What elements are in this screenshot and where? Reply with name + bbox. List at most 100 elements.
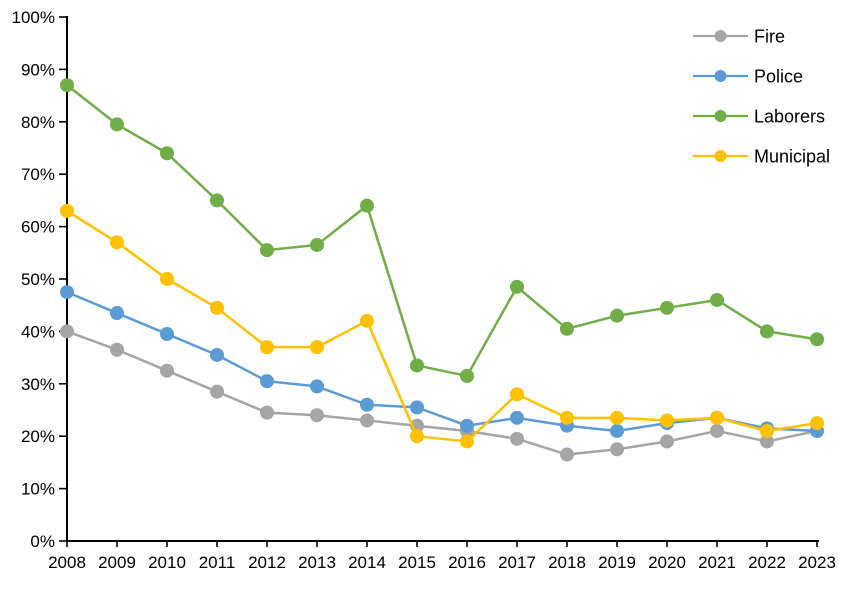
data-point-laborers-2010 [160,146,174,161]
y-axis-tick-label: 60% [21,218,55,237]
legend-item-police: Police [693,67,803,87]
data-point-fire-2018 [560,447,574,462]
data-point-police-2015 [410,400,424,415]
data-point-fire-2019 [610,442,624,457]
data-point-municipal-2019 [610,410,624,425]
data-point-laborers-2018 [560,321,574,336]
y-axis-tick-label: 50% [21,270,55,289]
data-point-municipal-2015 [410,429,424,444]
x-axis-tick-label: 2017 [498,553,536,572]
x-axis-tick-label: 2021 [698,553,736,572]
data-point-fire-2009 [110,342,124,357]
data-point-fire-2014 [360,413,374,428]
x-axis-tick-label: 2013 [298,553,336,572]
y-axis-tick-label: 20% [21,427,55,446]
data-point-municipal-2022 [760,423,774,438]
x-axis-tick-label: 2014 [348,553,386,572]
series-fire [60,324,824,462]
data-point-laborers-2009 [110,117,124,132]
legend-label-police: Police [754,67,803,87]
data-point-laborers-2014 [360,198,374,213]
x-axis-tick-label: 2022 [748,553,786,572]
x-axis-tick-label: 2008 [48,553,86,572]
y-axis-tick-label: 100% [12,8,55,27]
y-axis-tick-label: 30% [21,375,55,394]
data-point-fire-2012 [260,405,274,420]
data-point-police-2008 [60,285,74,300]
series-line-municipal [65,209,819,443]
data-point-police-2011 [210,347,224,362]
legend-item-fire: Fire [693,27,785,47]
legend: Fire Police Laborers Municipal [693,27,830,167]
data-point-fire-2008 [60,324,74,339]
data-point-fire-2020 [660,434,674,449]
data-point-laborers-2013 [310,237,324,252]
x-axis-tick-label: 2019 [598,553,636,572]
legend-label-municipal: Municipal [754,147,830,167]
data-point-police-2010 [160,327,174,342]
data-point-police-2013 [310,379,324,394]
data-point-police-2017 [510,410,524,425]
x-axis-tick-label: 2020 [648,553,686,572]
series-police [60,285,824,438]
data-point-laborers-2012 [260,243,274,258]
data-point-municipal-2016 [460,434,474,449]
data-point-municipal-2012 [260,340,274,355]
data-point-laborers-2023 [810,332,824,347]
x-axis-tick-label: 2009 [98,553,136,572]
y-axis-tick-label: 10% [21,480,55,499]
data-point-laborers-2008 [60,78,74,93]
data-point-fire-2013 [310,408,324,423]
data-point-laborers-2022 [760,324,774,339]
data-point-police-2016 [460,418,474,433]
data-point-fire-2022 [760,434,774,449]
data-point-laborers-2019 [610,308,624,323]
legend-marker-icon-fire [714,30,727,42]
data-point-municipal-2021 [710,410,724,425]
series-line-laborers [65,83,819,378]
x-axis-tick-label: 2010 [148,553,186,572]
data-point-laborers-2020 [660,300,674,315]
data-point-municipal-2009 [110,235,124,250]
series-line-fire [65,330,819,456]
legend-item-municipal: Municipal [693,147,830,167]
x-axis-tick-label: 2011 [199,553,236,572]
legend-marker-icon-laborers [714,110,727,122]
data-point-police-2009 [110,306,124,321]
data-point-police-2012 [260,374,274,389]
legend-marker-icon-police [714,70,727,82]
y-axis-tick-label: 90% [21,60,55,79]
x-axis-tick-label: 2015 [398,553,436,572]
series-municipal [60,203,824,449]
data-point-fire-2010 [160,363,174,378]
data-point-municipal-2014 [360,313,374,328]
data-point-police-2019 [610,423,624,438]
y-axis-tick-label: 0% [30,532,55,551]
legend-label-laborers: Laborers [754,107,825,127]
series-laborers [60,78,824,383]
data-point-police-2014 [360,397,374,412]
y-axis-tick-label: 70% [21,165,55,184]
data-point-fire-2017 [510,431,524,446]
data-point-municipal-2008 [60,203,74,218]
data-point-laborers-2016 [460,368,474,383]
axes: 0% 10% 20% 30% 40% 50% 60% 70% 80% 90% 100% 2008 200… [12,8,836,572]
data-point-municipal-2011 [210,300,224,315]
data-point-municipal-2020 [660,413,674,428]
data-point-municipal-2017 [510,387,524,402]
data-point-laborers-2017 [510,279,524,294]
y-axis-tick-label: 40% [21,322,55,341]
data-point-municipal-2018 [560,410,574,425]
x-axis-tick-label: 2012 [248,553,286,572]
data-point-laborers-2021 [710,292,724,307]
data-point-fire-2011 [210,384,224,399]
legend-label-fire: Fire [754,27,785,47]
data-point-municipal-2023 [810,416,824,431]
legend-item-laborers: Laborers [693,107,825,127]
y-axis-tick-label: 80% [21,113,55,132]
data-point-laborers-2015 [410,358,424,373]
data-point-fire-2021 [710,423,724,438]
data-point-municipal-2010 [160,272,174,286]
